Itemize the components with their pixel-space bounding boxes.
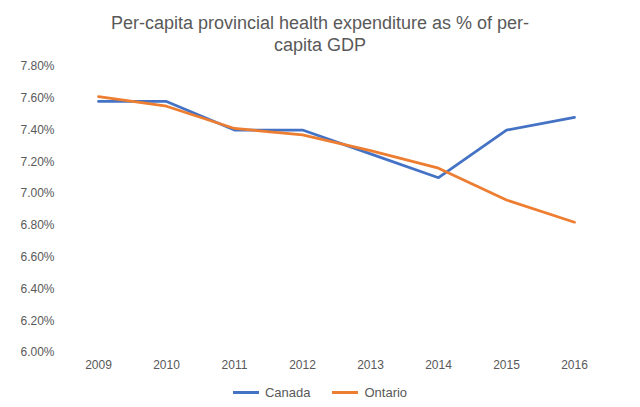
html-text:Canada: Canada: [264, 384, 311, 400]
svg-text:6.00%: 6.00%: [20, 345, 54, 359]
svg-text:2015: 2015: [493, 358, 520, 372]
svg-text:6.80%: 6.80%: [20, 218, 54, 232]
svg-text:2014: 2014: [425, 358, 452, 372]
svg-text:2010: 2010: [153, 358, 180, 372]
svg-text:7.40%: 7.40%: [20, 123, 54, 137]
html-text:Ontario: Ontario: [364, 384, 408, 400]
svg-text:6.60%: 6.60%: [20, 250, 54, 264]
svg-text:2013: 2013: [357, 358, 384, 372]
svg-text:2009: 2009: [85, 358, 112, 372]
svg-text:2011: 2011: [222, 358, 248, 372]
svg-text:2012: 2012: [289, 358, 316, 372]
svg-text:7.20%: 7.20%: [20, 155, 54, 169]
svg-text:2016: 2016: [561, 358, 588, 372]
svg-text:7.80%: 7.80%: [20, 59, 54, 73]
svg-text:6.40%: 6.40%: [20, 282, 54, 296]
svg-text:6.20%: 6.20%: [20, 314, 54, 328]
svg-text:7.00%: 7.00%: [20, 186, 54, 200]
html-text:Per-capita provincial health e: Per-capita provincial health expenditure…: [110, 13, 530, 55]
svg-text:7.60%: 7.60%: [20, 91, 54, 105]
